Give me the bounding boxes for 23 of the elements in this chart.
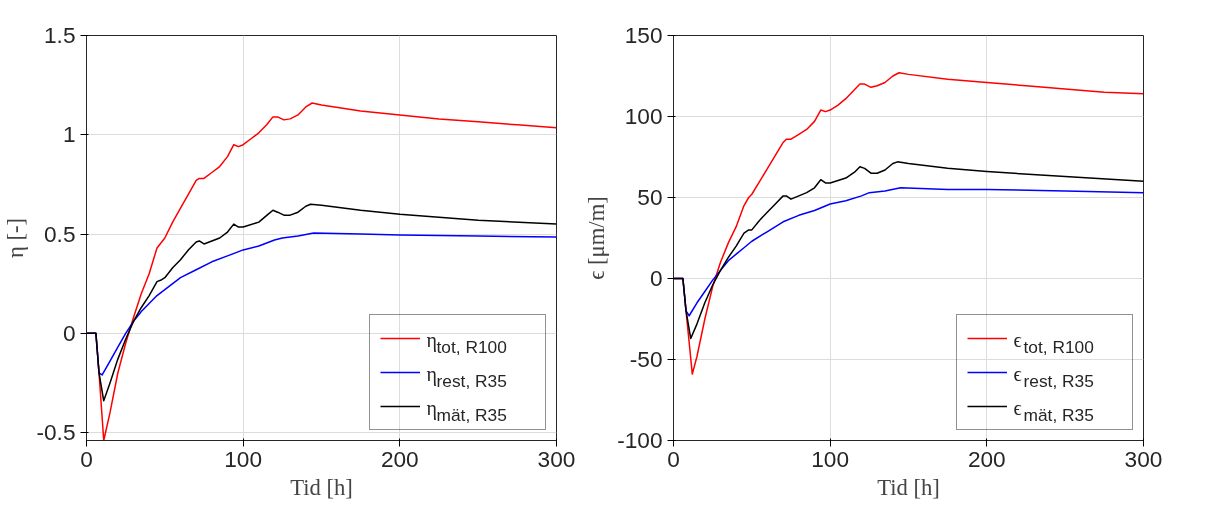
y-tick-label: 50 xyxy=(637,184,663,210)
x-axis-title: Tid [h] xyxy=(290,474,353,500)
x-tick-label: 100 xyxy=(224,445,263,472)
y-tick-label: 150 xyxy=(624,22,663,48)
x-tick-label: 0 xyxy=(80,445,93,472)
y-tick-label: 0 xyxy=(649,265,663,291)
y-tick-label: -100 xyxy=(617,427,663,453)
x-tick-label: 0 xyxy=(667,445,680,472)
y-tick-label: -50 xyxy=(629,346,663,372)
x-tick-label: 200 xyxy=(380,445,419,472)
x-axis-title: Tid [h] xyxy=(877,474,940,500)
y-tick-label: -0.5 xyxy=(36,419,76,446)
x-tick-label: 100 xyxy=(811,445,850,472)
y-axis-title: ϵ [μm/m] xyxy=(584,196,610,280)
y-tick-label: 100 xyxy=(624,103,663,129)
y-tick-label: 0.5 xyxy=(44,220,76,247)
y-tick-label: 1.5 xyxy=(44,22,76,48)
y-axis-title: η [-] xyxy=(3,217,29,259)
y-tick-label: 1 xyxy=(62,121,76,148)
x-tick-label: 300 xyxy=(537,445,576,472)
x-tick-label: 200 xyxy=(967,445,1006,472)
x-tick-label: 300 xyxy=(1124,445,1163,472)
y-tick-label: 0 xyxy=(62,319,76,346)
